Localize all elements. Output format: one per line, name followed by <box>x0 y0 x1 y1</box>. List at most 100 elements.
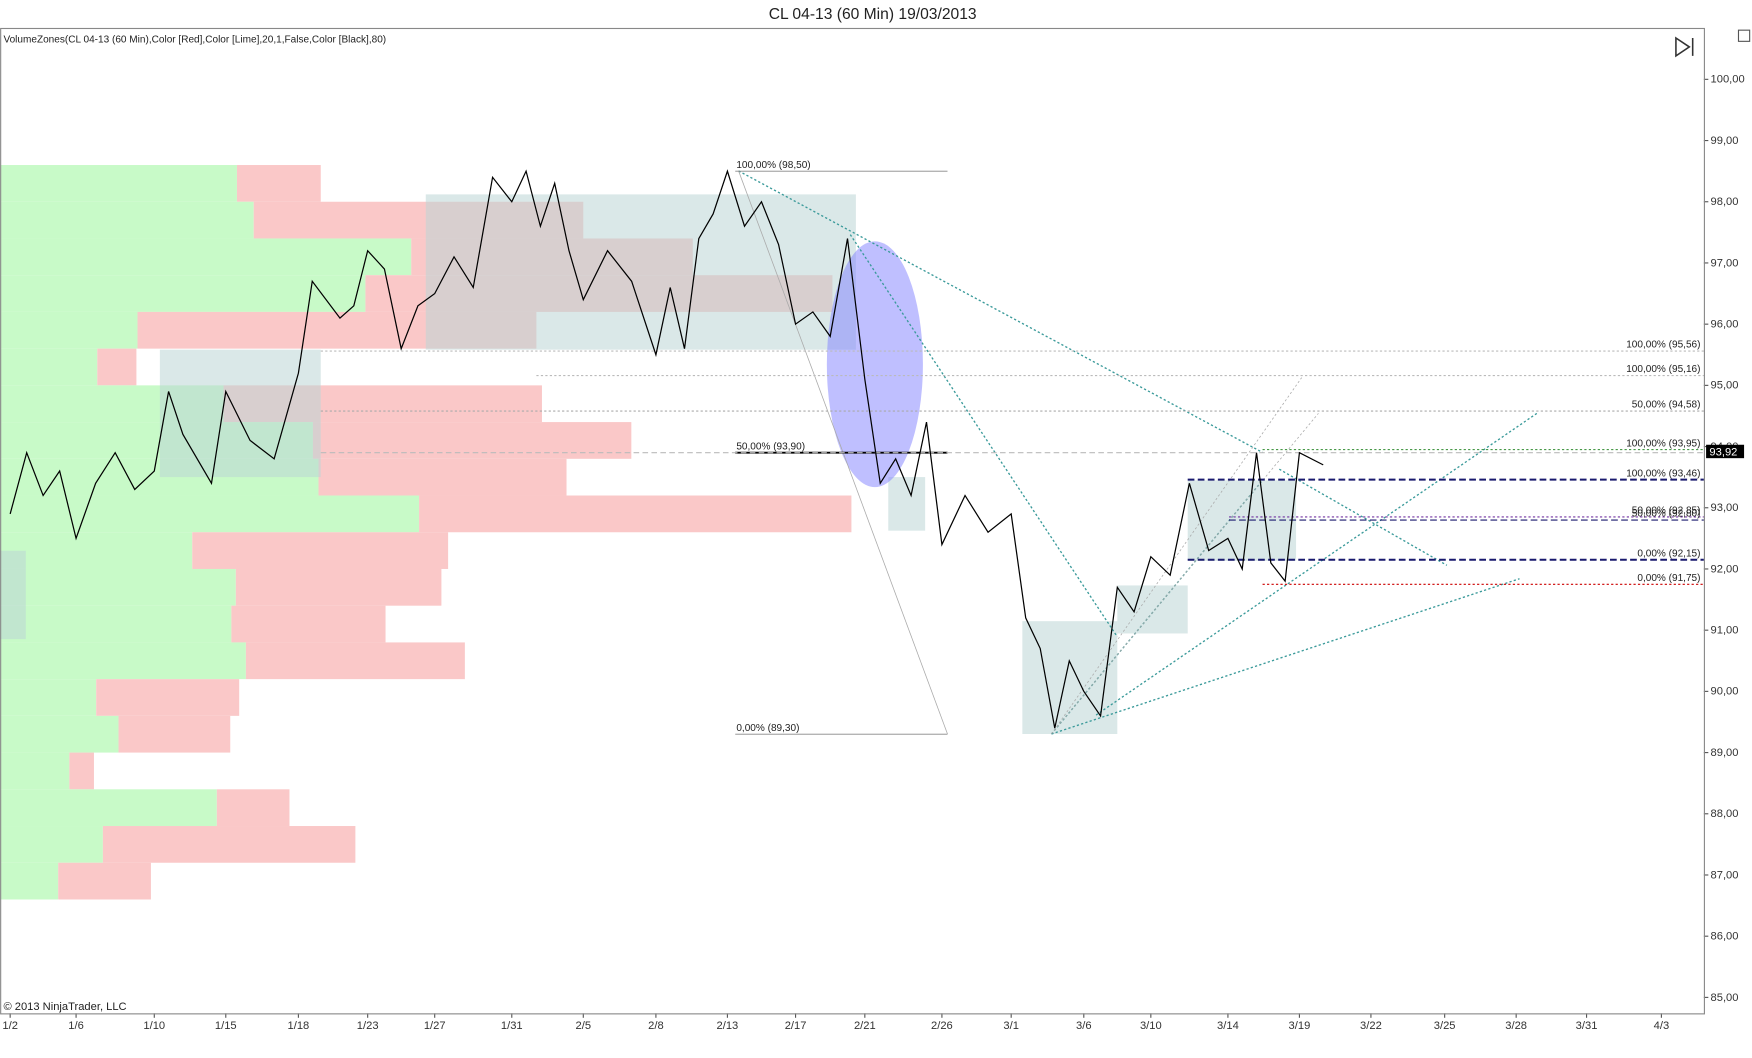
trend-line <box>738 170 1263 454</box>
buy-volume-bar <box>0 238 412 276</box>
buy-volume-bar <box>0 201 254 239</box>
x-tick-label: 2/5 <box>576 1020 592 1032</box>
x-tick-label: 2/26 <box>931 1020 953 1032</box>
buy-volume-bar <box>0 862 59 900</box>
x-tick-label: 1/23 <box>357 1020 379 1032</box>
fib-label: 100,00% (95,56) <box>1626 340 1700 351</box>
zone-rect <box>425 194 856 350</box>
sell-volume-bar <box>96 679 240 716</box>
y-tick-label: 99,00 <box>1711 135 1739 147</box>
x-tick-label: 3/22 <box>1360 1020 1382 1032</box>
sell-volume-bar <box>236 165 321 202</box>
sell-volume-bar <box>235 568 442 606</box>
indicator-label: VolumeZones(CL 04-13 (60 Min),Color [Red… <box>3 34 386 45</box>
price-line <box>9 169 1324 729</box>
sell-volume-bar <box>245 642 465 680</box>
fib-label: 50,00% (94,58) <box>1632 400 1701 411</box>
x-tick-label: 3/14 <box>1217 1020 1239 1032</box>
x-tick-label: 2/17 <box>785 1020 807 1032</box>
x-tick-label: 3/25 <box>1434 1020 1456 1032</box>
trend-line <box>1051 578 1520 735</box>
x-tick-label: 3/10 <box>1140 1020 1162 1032</box>
last-price-label: 93,92 <box>1709 446 1737 458</box>
x-tick-label: 3/31 <box>1576 1020 1598 1032</box>
x-tick-label: 2/8 <box>648 1020 664 1032</box>
fib-label: 100,00% (95,16) <box>1626 364 1700 375</box>
x-tick-label: 3/19 <box>1289 1020 1311 1032</box>
x-tick-label: 1/2 <box>2 1020 18 1032</box>
y-tick-label: 97,00 <box>1711 257 1739 269</box>
x-tick-label: 1/27 <box>424 1020 446 1032</box>
zone-rect <box>0 550 26 640</box>
fib-label: 100,00% (93,46) <box>1626 468 1700 479</box>
buy-volume-bar <box>0 532 193 569</box>
x-tick-label: 2/13 <box>717 1020 739 1032</box>
y-tick-label: 95,00 <box>1711 380 1739 392</box>
trend-line <box>1278 468 1448 566</box>
sell-volume-bar <box>419 495 852 533</box>
y-tick-label: 98,00 <box>1711 196 1739 208</box>
sell-volume-bar <box>312 422 632 459</box>
buy-volume-bar <box>0 348 98 386</box>
buy-volume-bar <box>0 679 97 716</box>
zone-rect <box>1022 621 1118 735</box>
fib-label: 100,00% (98,50) <box>736 160 810 171</box>
copyright: © 2013 NinjaTrader, LLC <box>3 1001 126 1013</box>
y-tick-label: 86,00 <box>1711 931 1739 943</box>
sell-volume-bar <box>97 348 137 386</box>
y-tick-label: 93,00 <box>1711 502 1739 514</box>
x-tick-label: 1/18 <box>288 1020 310 1032</box>
buy-volume-bar <box>0 495 420 533</box>
sell-volume-bar <box>216 789 290 827</box>
buy-volume-bar <box>0 826 103 863</box>
y-tick-label: 96,00 <box>1711 319 1739 331</box>
zone-rect <box>159 349 321 478</box>
last-price-box <box>1706 444 1745 459</box>
x-tick-label: 4/3 <box>1654 1020 1670 1032</box>
go-to-end-icon <box>1675 36 1694 58</box>
sell-volume-bar <box>192 532 449 569</box>
x-tick-label: 2/21 <box>854 1020 876 1032</box>
buy-volume-bar <box>0 715 119 753</box>
buy-volume-bar <box>0 311 138 349</box>
fib-label: 0,00% (91,75) <box>1637 573 1700 584</box>
y-tick-label: 89,00 <box>1711 747 1739 759</box>
y-tick-label: 87,00 <box>1711 869 1739 881</box>
y-tick-label: 88,00 <box>1711 808 1739 820</box>
sell-volume-bar <box>318 458 567 496</box>
price-series: 93,92 <box>9 169 1745 729</box>
fan-line <box>1051 377 1302 735</box>
fib-label: 100,00% (93,95) <box>1626 438 1700 449</box>
y-tick-label: 85,00 <box>1711 992 1739 1004</box>
toolbar-icons <box>1675 29 1751 58</box>
drawing-objects <box>0 194 1297 735</box>
sell-volume-bar <box>231 605 386 643</box>
x-tick-label: 1/31 <box>501 1020 523 1032</box>
trend-line <box>849 234 1118 638</box>
x-tick-label: 3/6 <box>1076 1020 1092 1032</box>
buy-volume-bar <box>0 752 70 790</box>
axes: 85,00 86,00 87,00 88,00 89,00 90,00 91,00 92,00… <box>2 74 1744 1032</box>
highlight-ellipse <box>826 241 923 488</box>
fib-label: 0,00% (89,30) <box>736 723 799 734</box>
x-tick-label: 3/1 <box>1003 1020 1019 1032</box>
sell-volume-bar <box>118 715 231 753</box>
buy-volume-bar <box>0 789 217 827</box>
x-tick-label: 1/15 <box>215 1020 237 1032</box>
fib-label: 50,00% (92,80) <box>1632 509 1701 520</box>
fib-label: 50,00% (93,90) <box>736 441 805 452</box>
buy-volume-bar <box>0 568 236 606</box>
y-tick-label: 91,00 <box>1711 625 1739 637</box>
y-tick-label: 92,00 <box>1711 563 1739 575</box>
sell-volume-bar <box>69 752 94 790</box>
zone-rect <box>1187 480 1297 561</box>
y-tick-label: 100,00 <box>1711 74 1745 86</box>
sell-volume-bar <box>58 862 151 900</box>
chart-title: CL 04-13 (60 Min) 19/03/2013 <box>769 6 977 23</box>
fib-levels: 100,00% (98,50) 50,00% (93,90) 0,00% (89,3… <box>320 160 1704 735</box>
buy-volume-bar <box>0 275 366 312</box>
x-tick-label: 1/6 <box>68 1020 84 1032</box>
plot-frame <box>0 27 1705 1015</box>
x-tick-label: 1/10 <box>143 1020 165 1032</box>
sell-volume-bar <box>102 826 356 863</box>
